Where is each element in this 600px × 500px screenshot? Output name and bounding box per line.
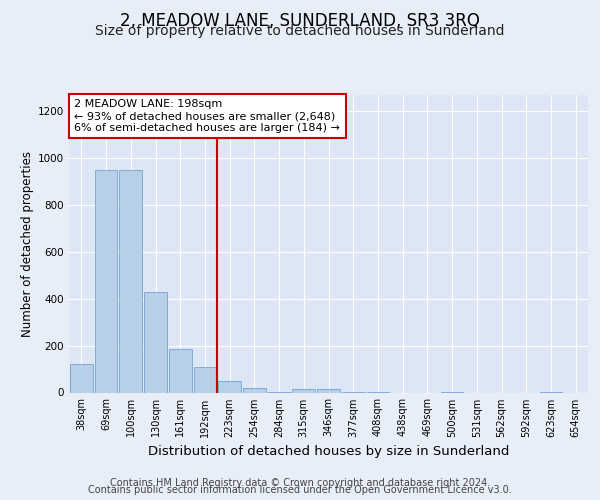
Bar: [119, 170, 142, 392]
Bar: [169, 349, 191, 393]
Y-axis label: Number of detached properties: Number of detached properties: [21, 151, 34, 337]
X-axis label: Distribution of detached houses by size in Sunderland: Distribution of detached houses by size …: [148, 445, 509, 458]
Text: Contains HM Land Registry data © Crown copyright and database right 2024.: Contains HM Land Registry data © Crown c…: [110, 478, 490, 488]
Text: Size of property relative to detached houses in Sunderland: Size of property relative to detached ho…: [95, 24, 505, 38]
Bar: [292, 389, 315, 392]
Bar: [317, 389, 340, 392]
Bar: [144, 292, 167, 392]
Text: 2 MEADOW LANE: 198sqm
← 93% of detached houses are smaller (2,648)
6% of semi-de: 2 MEADOW LANE: 198sqm ← 93% of detached …: [74, 100, 340, 132]
Text: 2, MEADOW LANE, SUNDERLAND, SR3 3RQ: 2, MEADOW LANE, SUNDERLAND, SR3 3RQ: [120, 12, 480, 30]
Bar: [70, 364, 93, 392]
Text: Contains public sector information licensed under the Open Government Licence v3: Contains public sector information licen…: [88, 485, 512, 495]
Bar: [243, 388, 266, 392]
Bar: [218, 381, 241, 392]
Bar: [95, 170, 118, 392]
Bar: [194, 366, 216, 392]
